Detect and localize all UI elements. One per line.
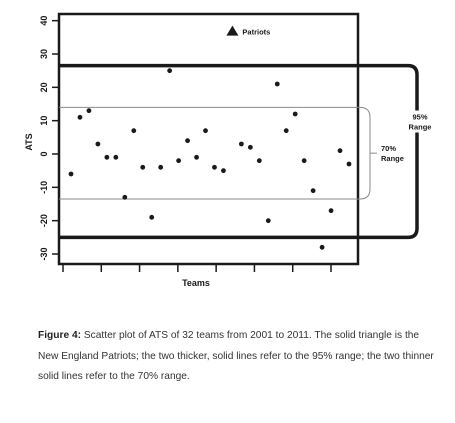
team-point xyxy=(68,171,74,177)
y-tick-label: 10 xyxy=(39,116,49,126)
plot-frame xyxy=(57,12,360,266)
team-point xyxy=(95,141,101,147)
figure-label: Figure 4: xyxy=(38,330,82,341)
team-point xyxy=(176,158,182,164)
range-70-label: 70% xyxy=(381,144,396,153)
figure-caption: Figure 4: Scatter plot of ATS of 32 team… xyxy=(38,326,438,388)
team-point xyxy=(221,168,226,174)
team-point xyxy=(203,128,208,134)
team-point xyxy=(131,128,137,134)
y-axis-label: ATS xyxy=(24,133,34,150)
y-tick-label: 40 xyxy=(39,16,49,26)
team-point xyxy=(86,108,92,114)
range-70-lines xyxy=(59,106,371,200)
team-point xyxy=(265,218,271,224)
team-point xyxy=(256,158,262,164)
team-point xyxy=(104,154,110,160)
team-point xyxy=(310,188,316,194)
team-point xyxy=(247,144,253,150)
patriots-triangle-marker xyxy=(226,25,239,36)
team-point xyxy=(346,161,352,167)
team-point xyxy=(122,194,128,200)
caption-text: Scatter plot of ATS of 32 teams from 200… xyxy=(38,330,434,382)
team-point xyxy=(194,154,199,160)
team-point xyxy=(337,148,343,154)
team-point xyxy=(140,164,146,170)
team-point xyxy=(113,154,119,160)
team-point xyxy=(158,164,164,170)
team-point xyxy=(319,244,325,250)
team-point xyxy=(149,214,155,220)
x-axis-label: Teams xyxy=(182,278,210,288)
y-tick-label: 30 xyxy=(39,49,49,59)
range-95-lines xyxy=(59,63,419,240)
team-point xyxy=(301,158,307,164)
y-tick-label: -10 xyxy=(39,181,49,194)
team-point xyxy=(328,208,334,214)
range-70-label: Range xyxy=(381,154,404,163)
team-point xyxy=(274,81,280,87)
team-point xyxy=(292,111,298,117)
team-point xyxy=(167,68,173,74)
range-95-label: Range xyxy=(409,123,432,132)
team-point xyxy=(185,138,190,144)
patriots-label: Patriots xyxy=(242,28,270,37)
team-point xyxy=(283,128,289,134)
y-tick-label: 0 xyxy=(39,151,49,156)
y-tick-label: -30 xyxy=(39,247,49,260)
y-tick-label: -20 xyxy=(39,214,49,227)
team-point xyxy=(212,164,217,170)
team-point xyxy=(238,141,244,147)
team-point xyxy=(77,114,83,120)
range-95-label-bg xyxy=(406,110,436,133)
range-95-label: 95% xyxy=(412,113,427,122)
y-tick-label: 20 xyxy=(39,82,49,92)
